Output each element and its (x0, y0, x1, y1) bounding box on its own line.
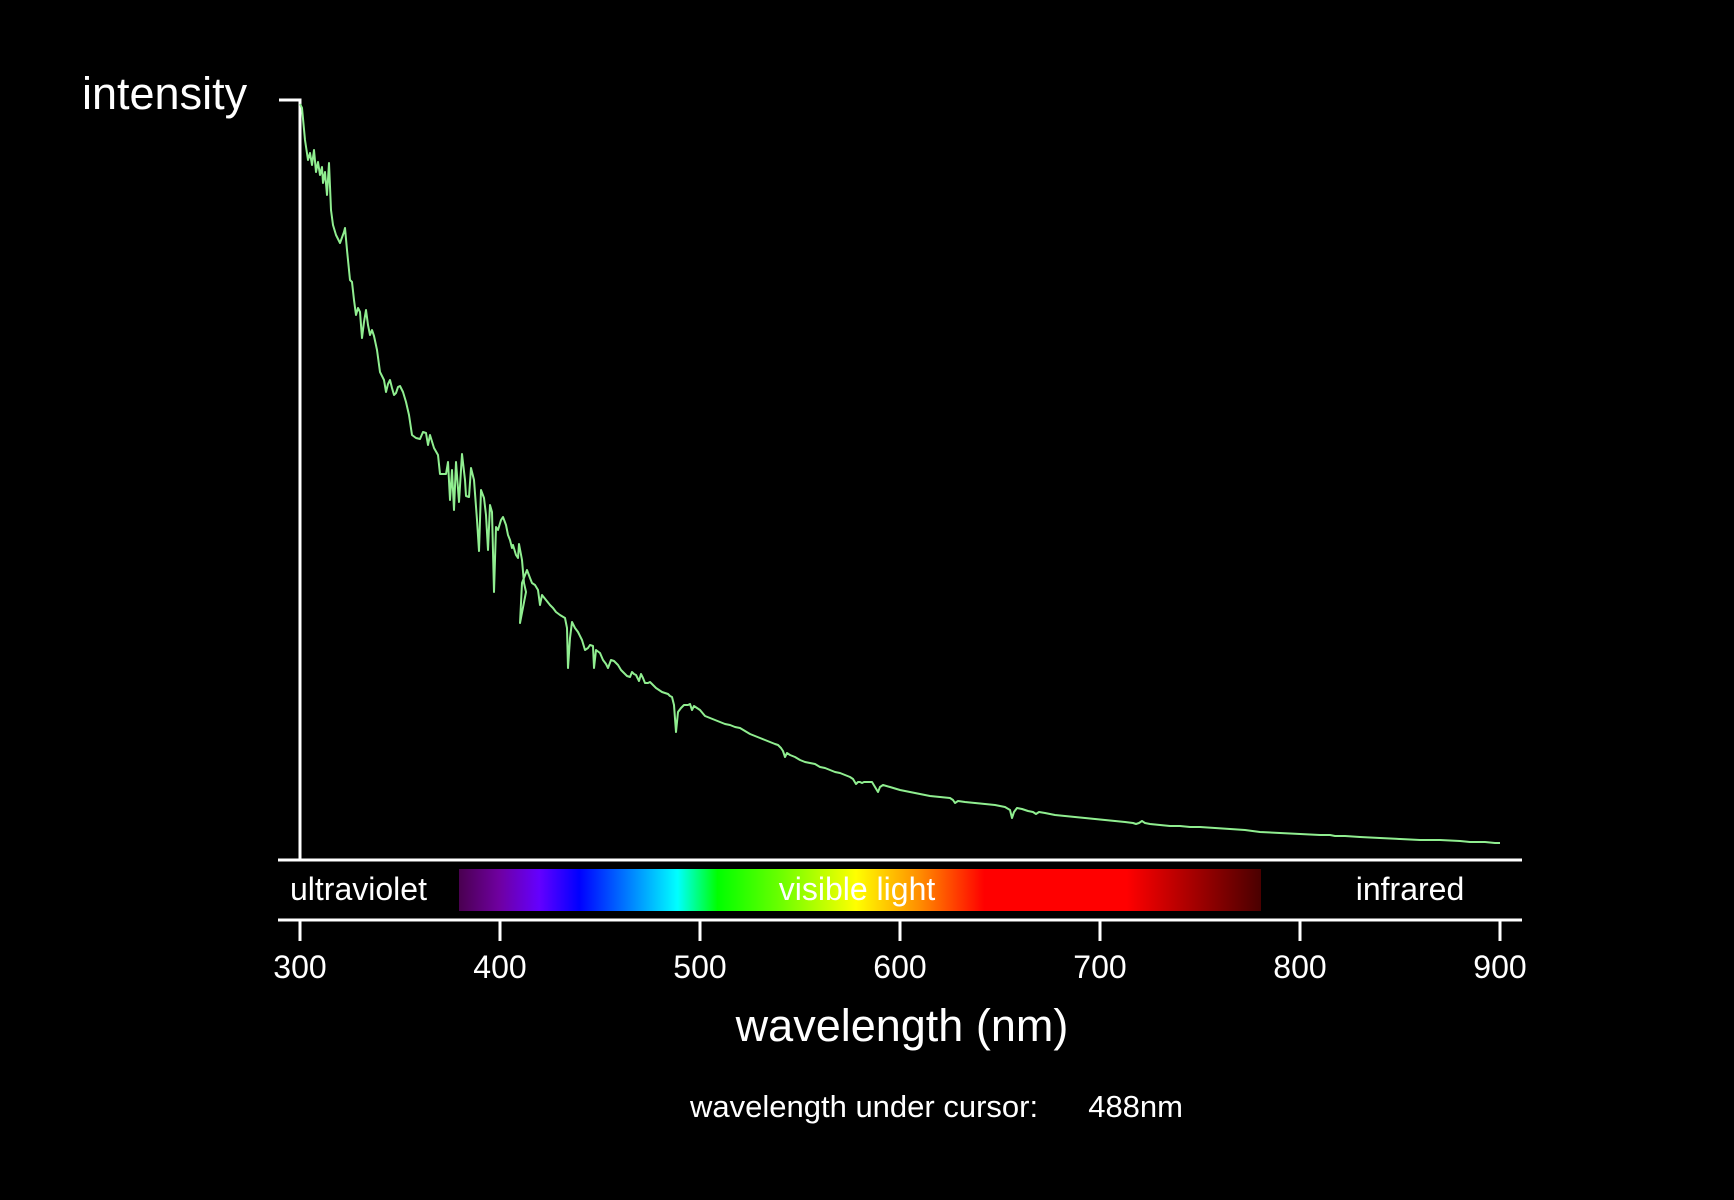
x-tick-label: 900 (1473, 949, 1526, 985)
x-axis (278, 918, 1522, 941)
x-tick-labels: 300 400 500 600 700 800 900 (273, 949, 1526, 985)
cursor-readout-label: wavelength under cursor: (689, 1089, 1038, 1124)
x-tick-label: 800 (1273, 949, 1326, 985)
x-tick-label: 600 (873, 949, 926, 985)
spectrum-curve[interactable] (299, 103, 1500, 844)
band-label-ultraviolet: ultraviolet (290, 871, 427, 907)
x-tick-label: 300 (273, 949, 326, 985)
cursor-readout-value: 488nm (1088, 1089, 1183, 1124)
x-tick-label: 500 (673, 949, 726, 985)
visible-spectrum-bar[interactable] (459, 869, 1261, 911)
x-tick-label: 400 (473, 949, 526, 985)
x-tick-label: 700 (1073, 949, 1126, 985)
band-label-infrared: infrared (1356, 871, 1465, 907)
x-axis-label: wavelength (nm) (735, 1000, 1069, 1051)
y-axis (279, 98, 302, 860)
y-axis-label: intensity (82, 68, 248, 119)
band-label-visible: visible light (779, 871, 936, 907)
